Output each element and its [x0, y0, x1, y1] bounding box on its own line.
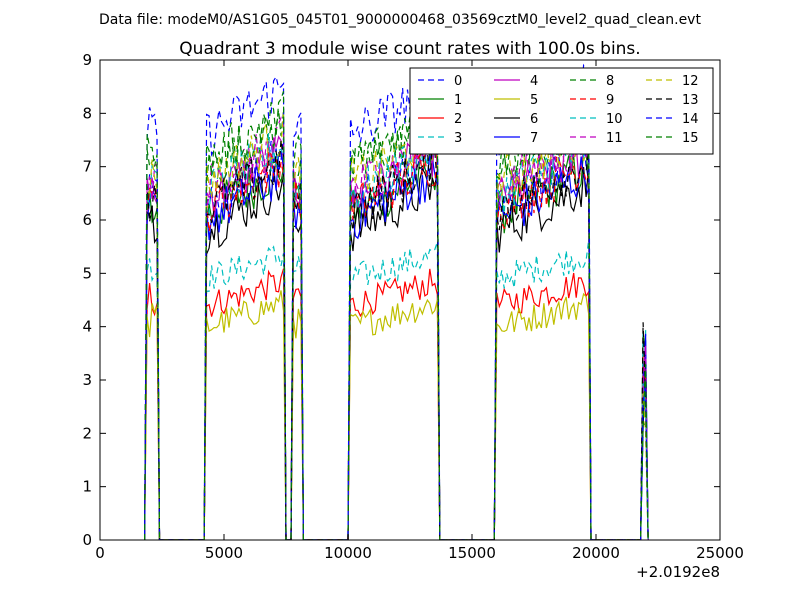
legend-box	[409, 67, 714, 155]
x-axis: 0 5000 10000 15000 20000 25000	[95, 60, 744, 562]
series-line-13	[144, 140, 649, 540]
series-line-2	[144, 268, 649, 540]
chart-title: Quadrant 3 module wise count rates with …	[179, 39, 640, 59]
legend-label-10: 10	[606, 112, 623, 127]
x-tick-label: 15000	[448, 544, 496, 562]
legend-label-14: 14	[682, 112, 699, 127]
plot-frame	[99, 59, 721, 541]
legend-label-12: 12	[682, 74, 699, 89]
legend-label-0: 0	[454, 74, 462, 89]
series-line-9	[144, 147, 649, 540]
series-line-0	[144, 137, 649, 540]
series-line-5	[144, 290, 649, 540]
y-tick-label: 5	[82, 264, 92, 282]
y-tick-label: 4	[82, 318, 92, 336]
x-tick-label: 5000	[205, 544, 243, 562]
legend-label-1: 1	[454, 93, 462, 108]
legend-label-3: 3	[454, 131, 462, 146]
y-tick-label: 6	[82, 211, 92, 229]
x-tick-label: 10000	[324, 544, 372, 562]
legend-label-15: 15	[682, 131, 699, 146]
legend-label-4: 4	[530, 74, 538, 89]
legend-label-2: 2	[454, 112, 462, 127]
y-tick-label: 9	[82, 51, 92, 69]
series-line-3	[144, 240, 649, 540]
legend-label-13: 13	[682, 93, 699, 108]
x-tick-label: 20000	[572, 544, 620, 562]
legend-label-11: 11	[606, 131, 623, 146]
legend-label-7: 7	[530, 131, 538, 146]
series-line-1	[144, 147, 649, 540]
y-tick-label: 0	[82, 531, 92, 549]
x-tick-label: 25000	[696, 544, 744, 562]
y-tick-label: 1	[82, 478, 92, 496]
legend-label-9: 9	[606, 93, 614, 108]
legend-label-8: 8	[606, 74, 614, 89]
y-tick-label: 7	[82, 158, 92, 176]
y-tick-label: 2	[82, 424, 92, 442]
x-axis-offset-label: +2.0192e8	[636, 563, 720, 581]
legend-label-5: 5	[530, 93, 538, 108]
y-tick-label: 8	[82, 104, 92, 122]
y-tick-label: 3	[82, 371, 92, 389]
x-tick-label: 0	[95, 544, 105, 562]
figure-suptitle: Data file: modeM0/AS1G05_045T01_90000004…	[99, 12, 701, 28]
legend-label-6: 6	[530, 112, 538, 127]
